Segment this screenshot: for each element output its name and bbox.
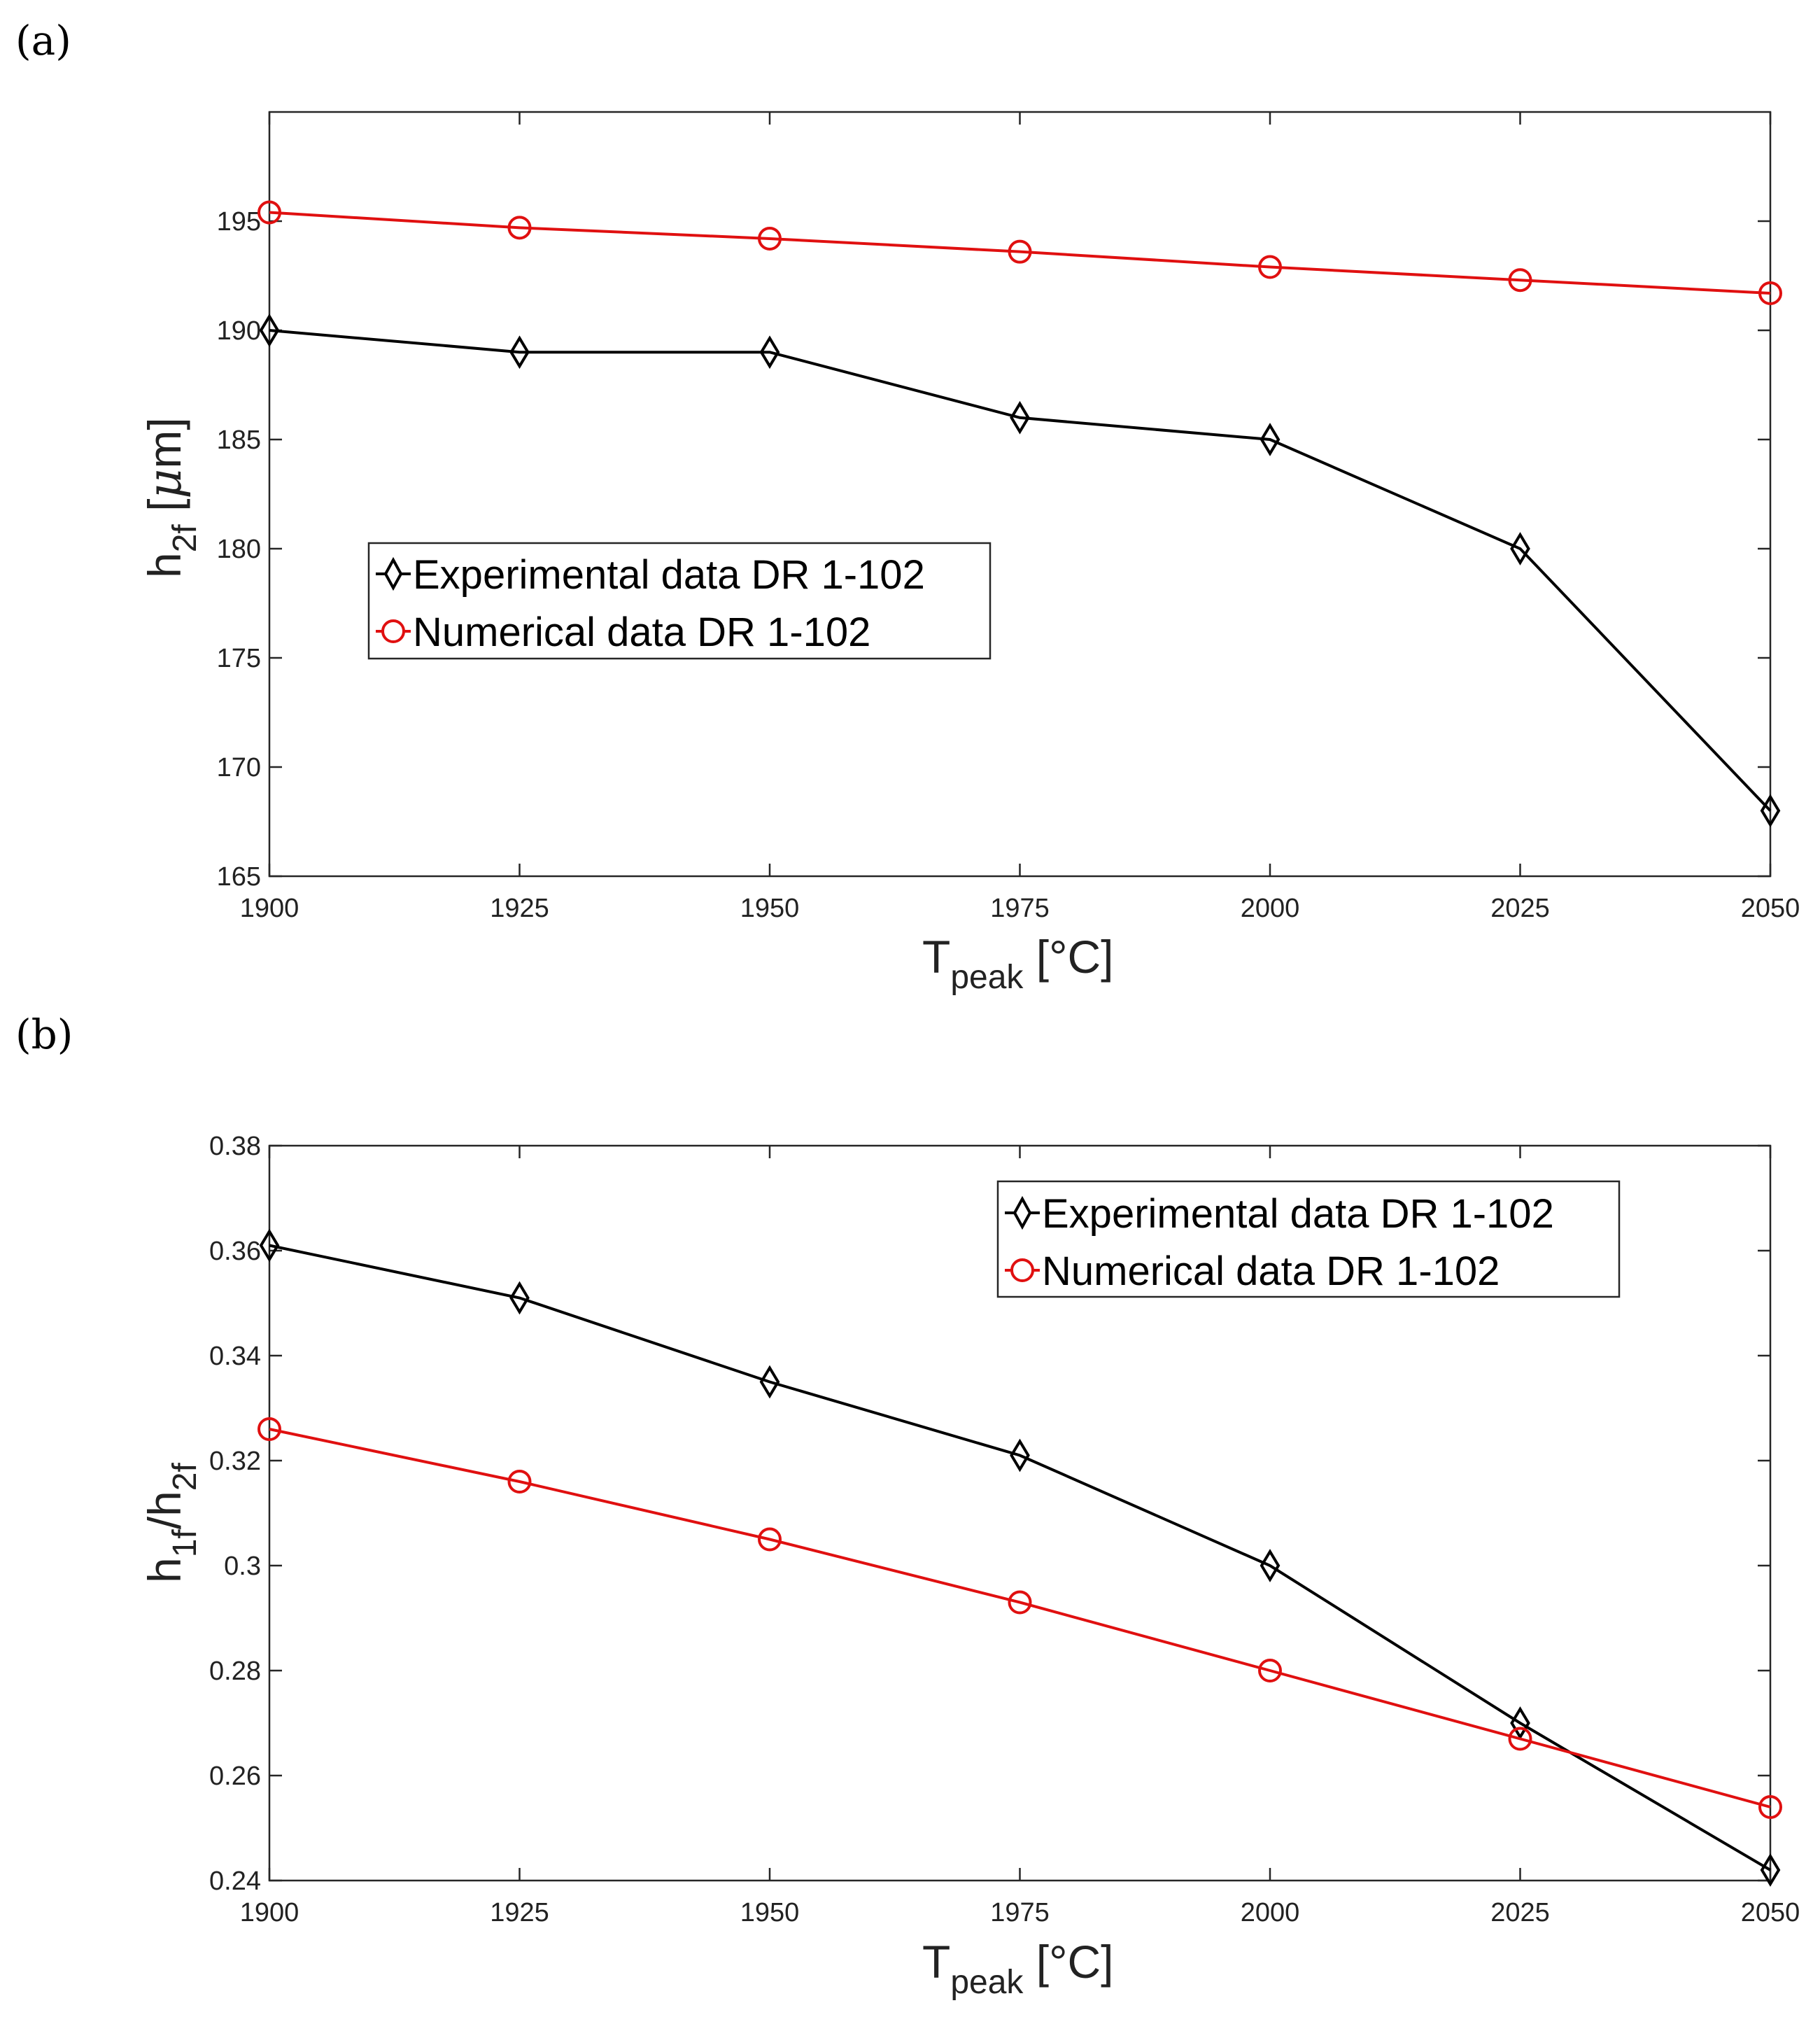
series-line-numerical-a [269, 211, 1771, 295]
data-point-numerical-a [507, 216, 532, 240]
y-tick-label-a: 165 [217, 862, 261, 892]
x-tick-label-b: 1950 [740, 1898, 800, 1927]
data-point-experimental-a [1010, 400, 1030, 435]
x-axis-title-a: Tpeak [°C] [922, 931, 1114, 996]
data-point-experimental-b [509, 1281, 530, 1315]
legend-circle-icon-a [381, 619, 405, 643]
data-point-numerical-b [1258, 1659, 1282, 1682]
data-point-experimental-b [759, 1365, 780, 1399]
x-ticks-a: 1900 1925 1950 1975 2000 2025 2050 [240, 112, 1800, 923]
data-point-numerical-a [1008, 239, 1032, 264]
data-point-experimental-b [259, 1228, 280, 1263]
y-axis-title-a: h2f [μm] [138, 417, 204, 578]
y-tick-label-b: 0.38 [209, 1132, 261, 1161]
legend-label-numerical-b: Numerical data DR 1-102 [1042, 1249, 1500, 1294]
y-axis-title-b: h1f/h2f [139, 1463, 204, 1583]
legend-diamond-icon-a [383, 556, 403, 591]
y-tick-label-a: 175 [217, 644, 261, 673]
data-point-numerical-b [1508, 1727, 1532, 1751]
series-line-numerical-b [269, 1428, 1771, 1808]
series-line-experimental-b [269, 1244, 1772, 1871]
series-line-experimental-a [269, 329, 1772, 812]
y-tick-label-b: 0.3 [224, 1552, 261, 1581]
data-point-numerical-a [1758, 281, 1782, 305]
x-tick-label-b: 1975 [990, 1898, 1050, 1927]
data-point-experimental-b [1510, 1706, 1530, 1740]
x-tick-label-a: 1900 [240, 894, 299, 923]
legend-diamond-icon-b [1013, 1195, 1032, 1230]
legend-circle-icon-b [1010, 1258, 1034, 1282]
x-tick-label-b: 1925 [490, 1898, 549, 1927]
legend-label-numerical-a: Numerical data DR 1-102 [413, 610, 870, 655]
y-tick-label-a: 170 [217, 753, 261, 782]
y-tick-label-a: 185 [217, 426, 261, 455]
data-point-experimental-b [1010, 1438, 1030, 1473]
data-point-numerical-b [1758, 1795, 1782, 1819]
y-tick-label-b: 0.34 [209, 1342, 261, 1371]
legend-box-a [367, 542, 992, 660]
x-ticks-b: 1900 1925 1950 1975 2000 2025 2050 [240, 1146, 1800, 1927]
data-point-experimental-a [759, 335, 780, 370]
data-point-numerical-a [1258, 255, 1282, 279]
panel-label-a: (a) [15, 17, 71, 64]
data-point-numerical-b [1008, 1590, 1032, 1615]
y-tick-label-b: 0.28 [209, 1657, 261, 1686]
y-ticks-a: 165 170 175 180 185 190 195 [217, 207, 1770, 892]
x-axis-title-b: Tpeak [°C] [922, 1936, 1114, 2001]
data-point-numerical-a [258, 200, 281, 225]
x-tick-label-a: 1950 [740, 894, 800, 923]
data-point-numerical-b [507, 1470, 532, 1494]
x-tick-label-a: 1925 [490, 894, 549, 923]
y-tick-label-a: 195 [217, 207, 261, 237]
series-layer-b [258, 1228, 1782, 1887]
data-point-numerical-b [758, 1527, 782, 1552]
legend-label-experimental-b: Experimental data DR 1-102 [1042, 1191, 1554, 1237]
y-tick-label-a: 180 [217, 535, 261, 564]
x-tick-label-b: 2050 [1741, 1898, 1800, 1927]
data-point-experimental-b [1260, 1549, 1281, 1582]
x-tick-label-a: 2050 [1741, 894, 1800, 923]
x-tick-label-b: 2025 [1490, 1898, 1550, 1927]
data-point-experimental-a [1260, 423, 1281, 456]
y-tick-label-b: 0.36 [209, 1237, 261, 1266]
y-tick-label-b: 0.26 [209, 1762, 261, 1791]
chart-b: (b) 0.24 0.26 0.28 0.3 0.32 0.34 0.36 0.38 1900… [15, 1011, 1800, 2001]
legend-b: Experimental data DR 1-102 Numerical dat… [996, 1180, 1621, 1298]
legend-box-b [996, 1180, 1621, 1298]
x-tick-label-a: 1975 [990, 894, 1050, 923]
y-tick-label-b: 0.32 [209, 1447, 261, 1476]
data-point-numerical-a [1508, 268, 1532, 293]
data-point-experimental-a [509, 335, 530, 370]
x-tick-label-b: 1900 [240, 1898, 299, 1927]
x-tick-label-b: 2000 [1241, 1898, 1300, 1927]
y-tick-label-b: 0.24 [209, 1867, 261, 1896]
data-point-experimental-b [1760, 1853, 1781, 1887]
legend-a: Experimental data DR 1-102 Numerical dat… [367, 542, 992, 660]
data-point-experimental-a [1510, 532, 1530, 565]
y-tick-label-a: 190 [217, 316, 261, 346]
data-point-numerical-b [258, 1417, 281, 1441]
data-point-experimental-a [259, 314, 280, 347]
data-point-numerical-a [758, 226, 782, 251]
x-tick-label-a: 2025 [1490, 894, 1550, 923]
x-tick-label-a: 2000 [1241, 894, 1300, 923]
data-point-experimental-a [1760, 794, 1781, 828]
panel-label-b: (b) [15, 1011, 73, 1058]
legend-label-experimental-a: Experimental data DR 1-102 [413, 552, 925, 598]
y-ticks-b: 0.24 0.26 0.28 0.3 0.32 0.34 0.36 0.38 [209, 1132, 1770, 1896]
series-layer-a [258, 200, 1782, 828]
